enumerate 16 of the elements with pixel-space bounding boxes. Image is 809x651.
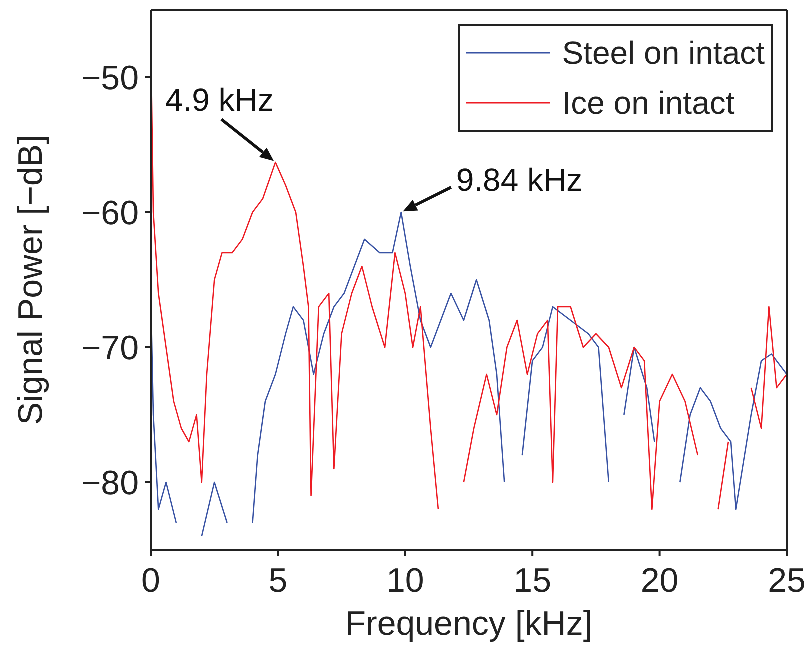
annotation: 4.9 kHz bbox=[165, 82, 274, 118]
legend-label: Ice on intact bbox=[562, 84, 735, 123]
y-tick-label: −50 bbox=[81, 60, 139, 98]
x-tick-label: 15 bbox=[514, 562, 552, 600]
y-axis-title: Signal Power [−dB] bbox=[12, 134, 50, 426]
legend-label: Steel on intact bbox=[562, 34, 765, 73]
x-axis-title: Frequency [kHz] bbox=[345, 605, 593, 643]
x-tick-label: 10 bbox=[386, 562, 424, 600]
annotation: 9.84 kHz bbox=[456, 162, 583, 198]
x-tick-label: 0 bbox=[142, 562, 160, 600]
y-tick-label: −60 bbox=[81, 194, 139, 233]
y-tick-label: −80 bbox=[81, 464, 139, 503]
y-tick-label: −70 bbox=[81, 330, 139, 368]
x-tick-label: 25 bbox=[768, 562, 806, 600]
x-tick-label: 20 bbox=[640, 562, 679, 600]
x-tick-label: 5 bbox=[268, 562, 288, 600]
